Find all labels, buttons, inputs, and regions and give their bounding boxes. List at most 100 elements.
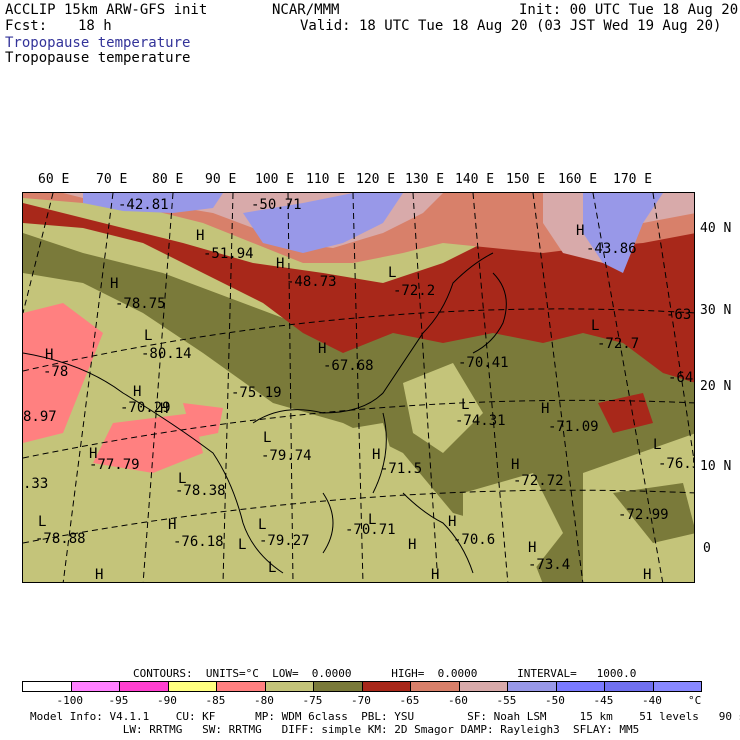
temperature-value-label: -75.19 bbox=[231, 385, 282, 401]
lon-label: 80 E bbox=[152, 172, 184, 187]
tropopause-temperature-map: -42.81 -50.71 H -51.94 H -48.73 L -72.2 H -43.86 H… bbox=[22, 192, 695, 583]
lon-label: 170 E bbox=[613, 172, 653, 187]
lon-label: 130 E bbox=[405, 172, 445, 187]
lon-label: 90 E bbox=[205, 172, 237, 187]
high-marker: H bbox=[276, 256, 285, 272]
lat-label: 20 N bbox=[700, 379, 732, 394]
legend-label: -75 bbox=[302, 694, 323, 707]
lat-label: 40 N bbox=[700, 221, 732, 236]
high-marker: H bbox=[372, 447, 381, 463]
legend-label: -65 bbox=[399, 694, 420, 707]
legend-label: -85 bbox=[205, 694, 226, 707]
forecast-hour: 18 h bbox=[78, 18, 112, 34]
init-time: Init: 00 UTC Tue 18 Aug 20 bbox=[519, 2, 739, 18]
legend-label: -100 bbox=[56, 694, 84, 707]
legend-label: -70 bbox=[351, 694, 371, 707]
legend-swatch bbox=[555, 681, 605, 692]
low-marker: L bbox=[268, 560, 277, 576]
temperature-value-label: -71.09 bbox=[548, 419, 599, 435]
temperature-value-label: -80.14 bbox=[141, 346, 192, 362]
lon-label: 160 E bbox=[558, 172, 598, 187]
forecast-label: Fcst: bbox=[5, 18, 48, 34]
legend-swatch bbox=[361, 681, 411, 692]
temperature-value-label: -43.86 bbox=[586, 241, 637, 257]
high-marker: H bbox=[541, 401, 550, 417]
temperature-value-label: -63 bbox=[666, 307, 692, 323]
high-marker: H bbox=[110, 276, 119, 292]
map-shading bbox=[23, 193, 694, 582]
temperature-value-label: -42.81 bbox=[118, 197, 169, 213]
high-marker: H bbox=[431, 567, 440, 583]
coastlines bbox=[23, 252, 507, 574]
lat-label: 10 N bbox=[700, 459, 732, 474]
legend-swatch bbox=[216, 681, 266, 692]
lon-label: 140 E bbox=[455, 172, 495, 187]
center-label: NCAR/MMM bbox=[272, 2, 340, 18]
temperature-value-label: -70.6 bbox=[453, 532, 496, 548]
legend-swatch bbox=[313, 681, 363, 692]
temperature-value-label: -78 bbox=[43, 364, 69, 380]
temperature-value-label: -51.94 bbox=[203, 246, 254, 262]
high-marker: H bbox=[643, 567, 652, 583]
temperature-value-label: -70.29 bbox=[120, 400, 171, 416]
high-marker: H bbox=[448, 514, 457, 530]
legend-label: -60 bbox=[448, 694, 468, 707]
temperature-value-label: -79.27 bbox=[259, 533, 310, 549]
low-marker: L bbox=[653, 437, 662, 453]
high-marker: H bbox=[408, 537, 417, 553]
low-marker: L bbox=[591, 318, 600, 334]
model-info-line2: LW: RRTMG SW: RRTMG DIFF: simple KM: 2D … bbox=[30, 723, 640, 736]
low-marker: L bbox=[263, 430, 272, 446]
legend-swatch bbox=[604, 681, 654, 692]
lon-label: 60 E bbox=[38, 172, 70, 187]
valid-time: Valid: 18 UTC Tue 18 Aug 20 (03 JST Wed … bbox=[300, 18, 722, 34]
high-marker: H bbox=[528, 540, 537, 556]
low-marker: L bbox=[144, 328, 153, 344]
temperature-value-label: -79.74 bbox=[261, 448, 312, 464]
legend-swatch bbox=[264, 681, 314, 692]
legend-swatch bbox=[70, 681, 120, 692]
lat-label: 0 bbox=[703, 541, 711, 556]
legend-swatch bbox=[167, 681, 217, 692]
temperature-value-label: -70.41 bbox=[458, 355, 509, 371]
low-marker: L bbox=[178, 471, 187, 487]
high-marker: H bbox=[168, 517, 177, 533]
model-info-line1: Model Info: V4.1.1 CU: KF MP: WDM 6class… bbox=[30, 710, 740, 723]
legend-swatch bbox=[507, 681, 557, 692]
low-marker: L bbox=[258, 517, 267, 533]
temperature-value-label: -73.4 bbox=[528, 557, 571, 573]
legend-label: °C bbox=[688, 694, 702, 707]
low-marker: L bbox=[368, 512, 377, 528]
graticule bbox=[23, 193, 694, 582]
high-marker: H bbox=[511, 457, 520, 473]
temperature-value-label: -72.7 bbox=[597, 336, 640, 352]
temperature-value-label: -72.99 bbox=[618, 507, 669, 523]
lat-label: 30 N bbox=[700, 303, 732, 318]
temperature-value-label: -48.73 bbox=[286, 274, 337, 290]
low-marker: L bbox=[238, 537, 247, 553]
lon-label: 150 E bbox=[506, 172, 546, 187]
low-marker: L bbox=[461, 397, 470, 413]
field-name-contour: Tropopause temperature bbox=[5, 50, 191, 66]
lon-label: 110 E bbox=[306, 172, 346, 187]
legend-swatch bbox=[22, 681, 72, 692]
high-marker: H bbox=[196, 228, 205, 244]
temperature-value-label: -72.2 bbox=[393, 283, 436, 299]
temperature-value-label: -74.31 bbox=[455, 413, 506, 429]
temperature-value-label: -67.68 bbox=[323, 358, 374, 374]
temperature-value-label: -64 bbox=[668, 370, 694, 386]
temperature-value-label: -76.18 bbox=[173, 534, 224, 550]
temperature-value-label: -76.5 bbox=[658, 456, 694, 472]
temperature-value-label: -78.38 bbox=[175, 483, 226, 499]
legend-label: -45 bbox=[593, 694, 614, 707]
legend-swatch bbox=[458, 681, 508, 692]
temperature-value-label: -72.72 bbox=[513, 473, 564, 489]
temperature-value-label: -78.75 bbox=[115, 296, 166, 312]
temperature-value-label: -50.71 bbox=[251, 197, 302, 213]
high-marker: H bbox=[95, 567, 104, 583]
temperature-value-label: 8.97 bbox=[23, 409, 57, 425]
lon-label: 70 E bbox=[96, 172, 128, 187]
temperature-value-label: .33 bbox=[23, 476, 49, 492]
high-marker: H bbox=[45, 347, 54, 363]
lon-label: 120 E bbox=[356, 172, 396, 187]
